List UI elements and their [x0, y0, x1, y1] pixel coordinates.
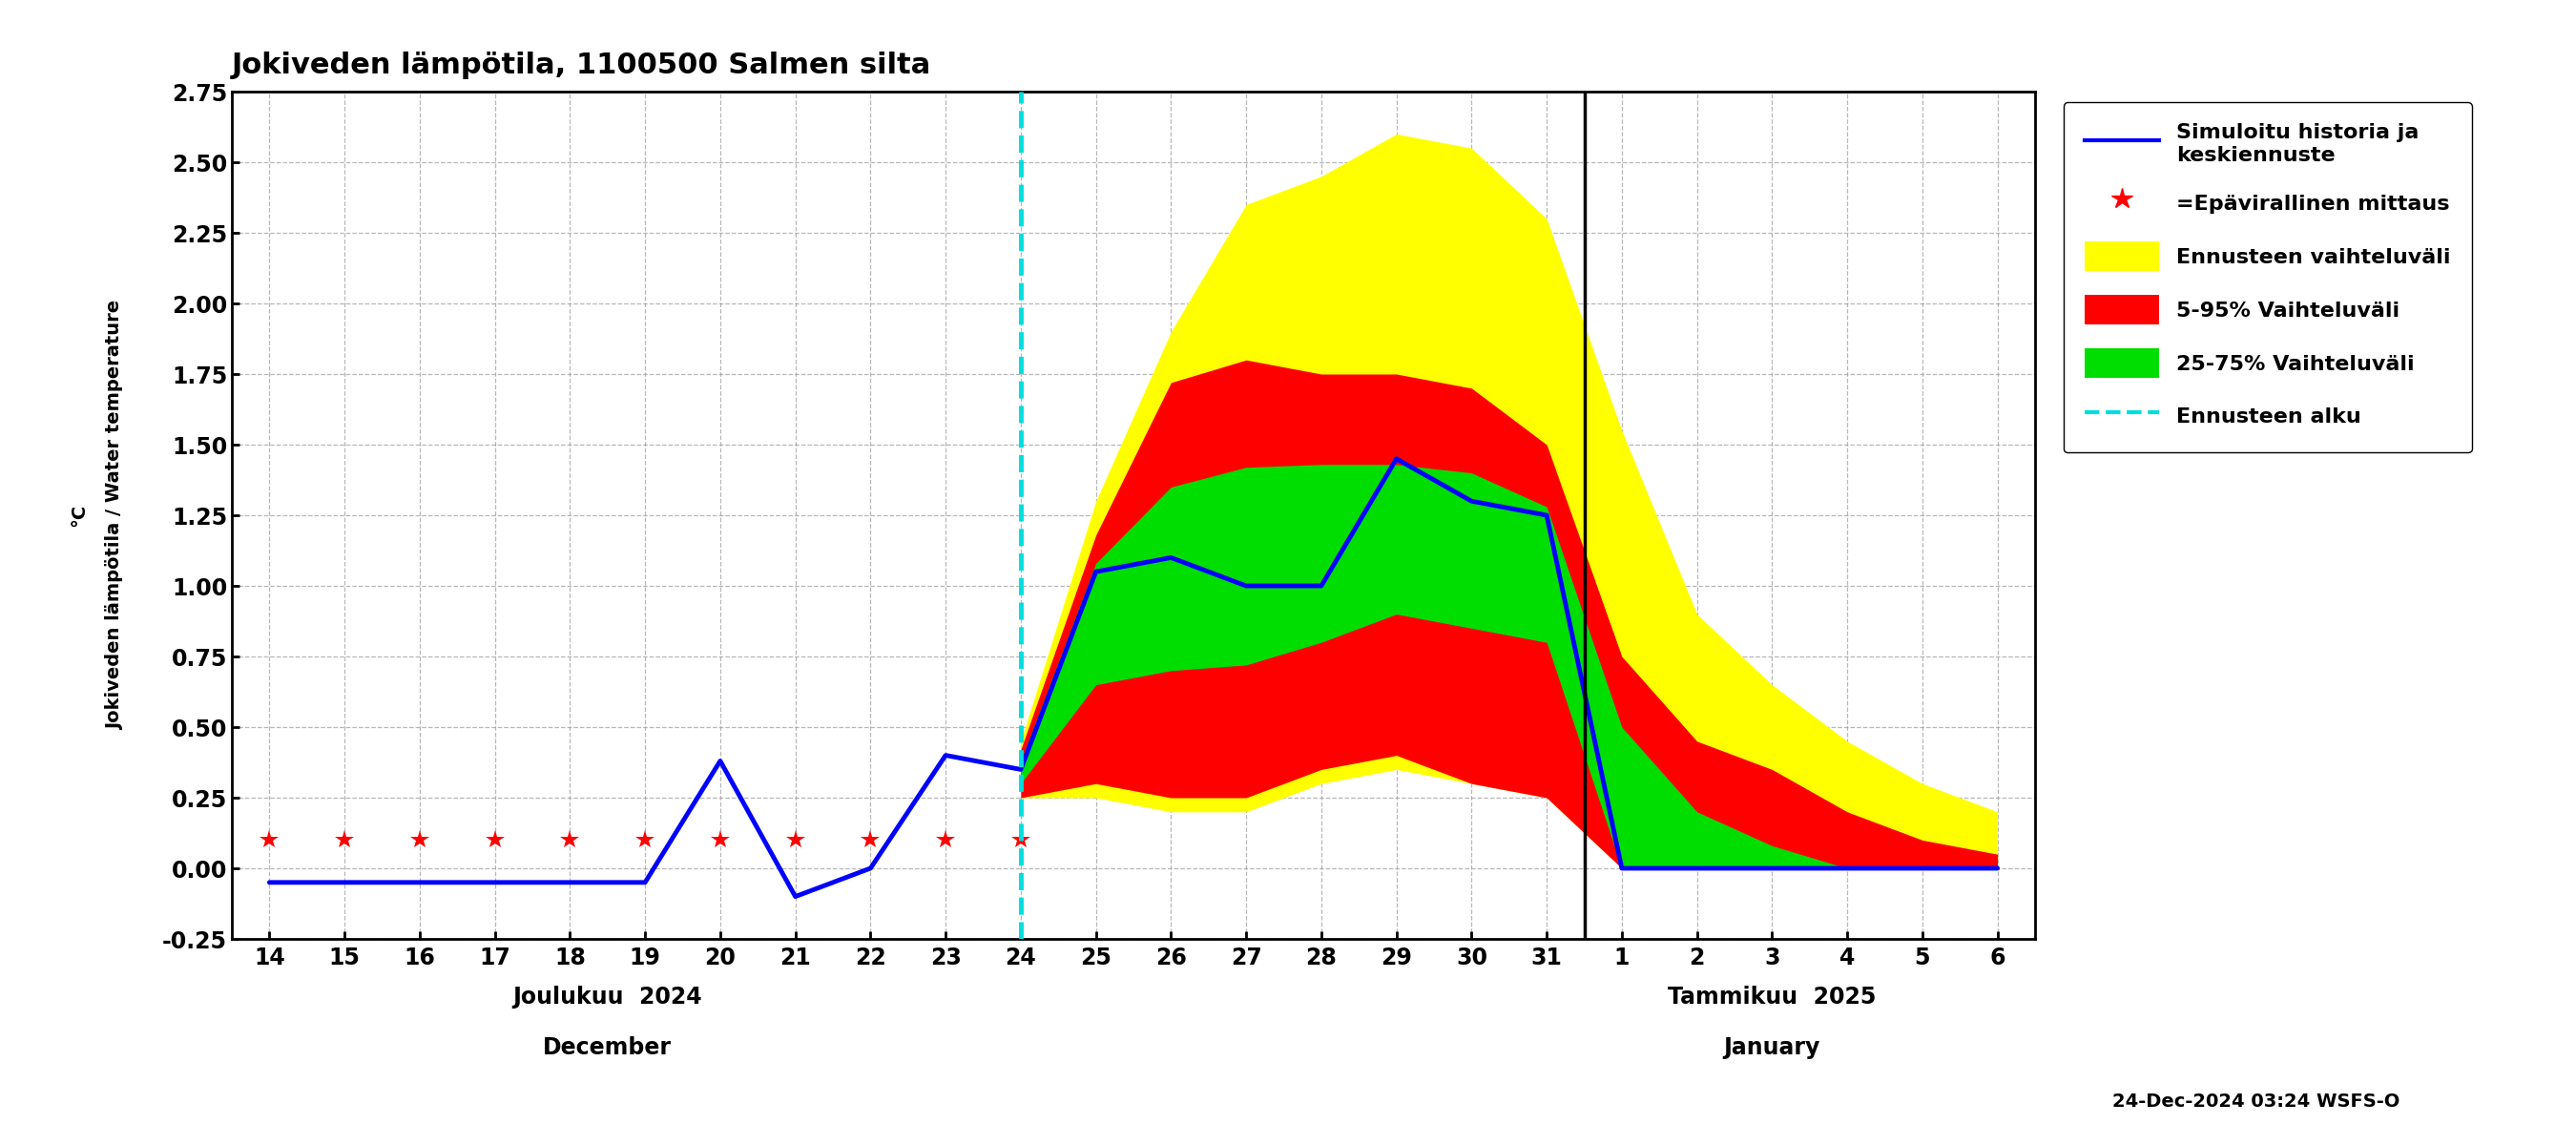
Text: Tammikuu  2025: Tammikuu 2025: [1667, 986, 1875, 1009]
Text: °C: °C: [70, 504, 88, 527]
Text: Jokiveden lämpötila, 1100500 Salmen silta: Jokiveden lämpötila, 1100500 Salmen silt…: [232, 52, 933, 79]
Text: 24-Dec-2024 03:24 WSFS-O: 24-Dec-2024 03:24 WSFS-O: [2112, 1092, 2401, 1111]
Legend: Simuloitu historia ja
keskiennuste, =Epävirallinen mittaus, Ennusteen vaihteluvä: Simuloitu historia ja keskiennuste, =Epä…: [2063, 102, 2470, 452]
Text: Jokiveden lämpötila / Water temperature: Jokiveden lämpötila / Water temperature: [106, 300, 124, 731]
Text: Joulukuu  2024: Joulukuu 2024: [513, 986, 703, 1009]
Text: January: January: [1723, 1036, 1821, 1059]
Text: December: December: [544, 1036, 672, 1059]
